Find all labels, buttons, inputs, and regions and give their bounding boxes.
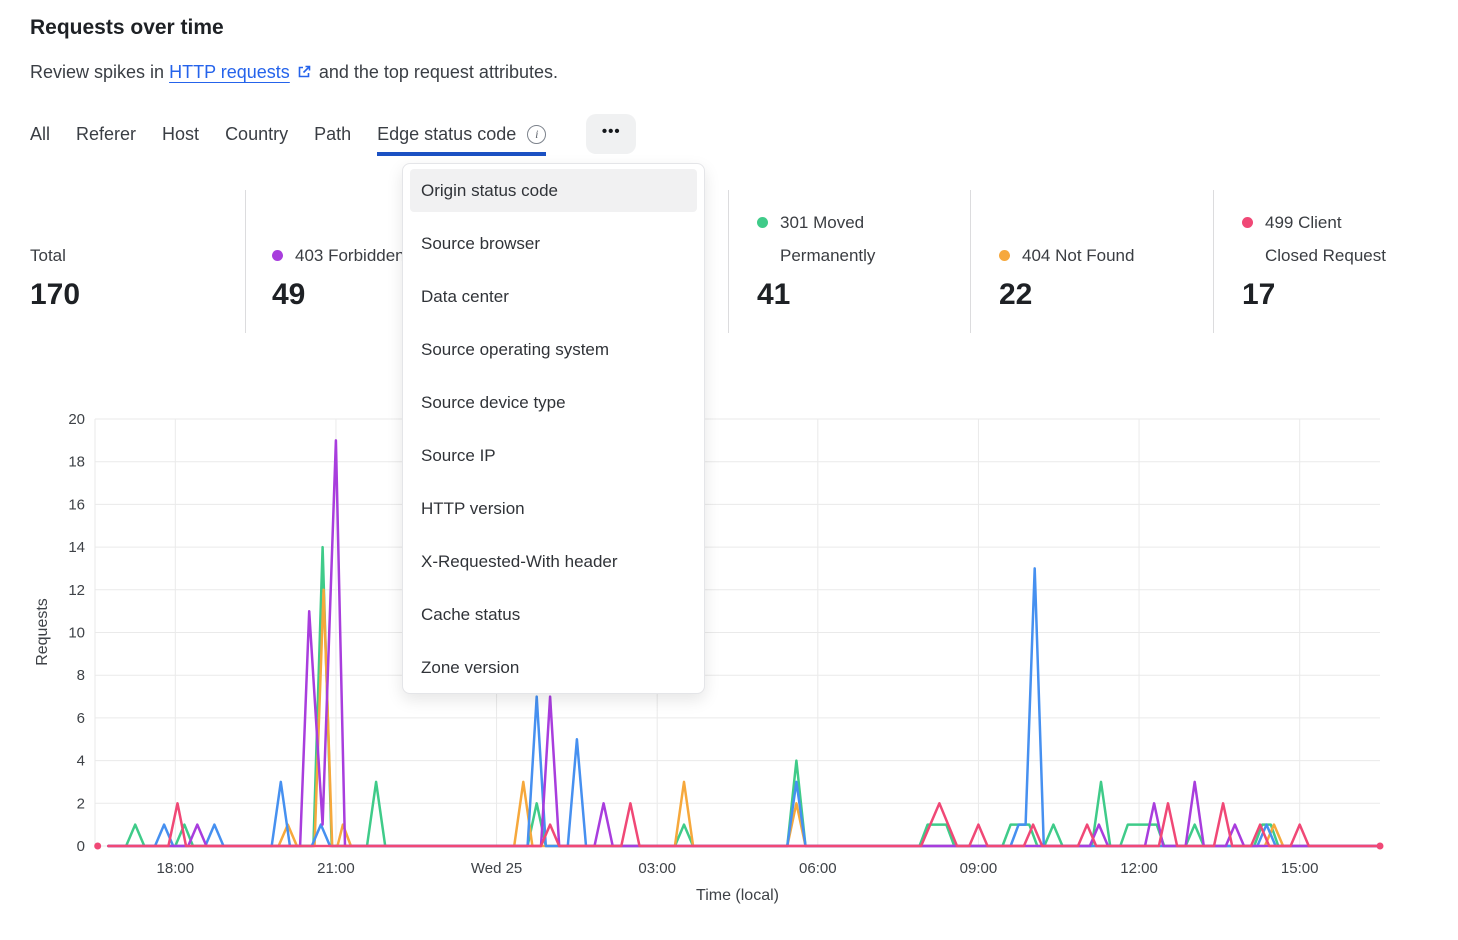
y-tick-label: 20 <box>68 414 85 428</box>
stat-divider <box>1213 190 1214 333</box>
tab-referer[interactable]: Referer <box>76 112 136 156</box>
tab-label: Country <box>225 123 289 144</box>
y-tick-label: 14 <box>68 539 85 556</box>
x-tick-label: 15:00 <box>1281 860 1319 877</box>
menu-item-zone-version[interactable]: Zone version <box>421 658 520 678</box>
tab-label: Referer <box>76 123 137 144</box>
tab-label: Edge status code <box>377 123 517 144</box>
stat-404-not-found: 404 Not Found 22 <box>999 239 1134 313</box>
tab-path[interactable]: Path <box>314 112 351 156</box>
requests-line-chart: 0 2 4 6 8 10 12 14 16 18 20 18:00 21:00 Wed 25 03:00 06… <box>68 414 1384 904</box>
y-axis-label: Requests <box>34 598 51 666</box>
stat-divider <box>970 190 971 333</box>
x-tick-label: 09:00 <box>960 860 998 877</box>
series-499-client-closed-request <box>107 802 1377 848</box>
ellipsis-icon: ••• <box>601 122 621 140</box>
x-axis-label: Time (local) <box>696 887 779 904</box>
stat-403-forbidden: 403 Forbidden 49 <box>272 239 405 313</box>
x-tick-label: Wed 25 <box>471 860 522 877</box>
stat-301-moved-permanently: 301 Moved Permanently 41 <box>757 206 875 313</box>
page-title: Requests over time <box>30 16 224 39</box>
y-tick-label: 6 <box>77 710 85 727</box>
x-tick-label: 12:00 <box>1120 860 1158 877</box>
tab-label: Host <box>162 123 200 144</box>
stat-total-label: Total <box>30 246 66 265</box>
tab-host[interactable]: Host <box>162 112 199 156</box>
menu-item-http-version[interactable]: HTTP version <box>421 499 525 519</box>
y-tick-label: 2 <box>77 795 85 812</box>
x-tick-label: 18:00 <box>157 860 195 877</box>
stat-value: 41 <box>757 278 791 311</box>
menu-item-source-operating-system[interactable]: Source operating system <box>421 339 610 359</box>
stat-label: 404 Not Found <box>1022 246 1135 265</box>
tab-edge-status-code[interactable]: Edge status code i <box>377 112 547 156</box>
x-tick-label: 06:00 <box>799 860 837 877</box>
series-color-dot <box>272 250 283 261</box>
x-tick-label: 21:00 <box>317 860 355 877</box>
attribute-dropdown-menu: Origin status code Source browser Data cen… <box>402 163 705 694</box>
stat-value: 49 <box>272 278 306 311</box>
menu-item-cache-status[interactable]: Cache status <box>421 605 521 625</box>
y-tick-label: 0 <box>77 838 85 855</box>
y-tick-label: 10 <box>68 625 85 642</box>
stat-total: Total 170 <box>30 239 80 313</box>
subtitle: Review spikes in HTTP requests and the t… <box>30 62 558 85</box>
x-tick-label: 03:00 <box>638 860 676 877</box>
tab-country[interactable]: Country <box>225 112 288 156</box>
series-endpoint-dot <box>94 842 102 850</box>
stat-label: 499 Client Closed Request <box>1265 213 1386 265</box>
stat-divider <box>245 190 246 333</box>
series-color-dot <box>1242 217 1253 228</box>
tab-all[interactable]: All <box>30 112 50 156</box>
stat-divider <box>728 190 729 333</box>
series-endpoint-dot <box>1376 842 1384 850</box>
series-301-moved-permanently <box>107 545 1379 848</box>
menu-item-data-center[interactable]: Data center <box>421 286 509 306</box>
menu-item-x-requested-with-header[interactable]: X-Requested-With header <box>421 552 618 572</box>
menu-item-source-browser[interactable]: Source browser <box>421 233 541 253</box>
menu-item-origin-status-code[interactable]: Origin status code <box>410 169 697 212</box>
stat-499-client-closed-request: 499 Client Closed Request 17 <box>1242 206 1386 313</box>
stat-value: 17 <box>1242 278 1276 311</box>
y-tick-label: 12 <box>68 582 85 599</box>
series-color-dot <box>999 250 1010 261</box>
series-blue-series <box>107 567 1379 848</box>
subtitle-suffix: and the top request attributes. <box>318 62 558 82</box>
stat-label: 403 Forbidden <box>295 246 405 265</box>
http-requests-link[interactable]: HTTP requests <box>169 62 290 82</box>
series-color-dot <box>757 217 768 228</box>
menu-item-source-device-type[interactable]: Source device type <box>421 392 566 412</box>
info-icon[interactable]: i <box>527 124 547 144</box>
menu-item-source-ip[interactable]: Source IP <box>421 445 496 465</box>
y-tick-label: 4 <box>77 753 85 770</box>
stat-value: 22 <box>999 278 1033 311</box>
series-403-forbidden <box>107 439 1379 848</box>
y-tick-label: 16 <box>68 496 85 513</box>
tab-label: All <box>30 123 51 144</box>
y-tick-label: 18 <box>68 454 85 471</box>
stats-row: Total 170 403 Forbidden 49 301 Moved Perman… <box>0 190 1458 335</box>
stat-total-value: 170 <box>30 278 81 311</box>
subtitle-prefix: Review spikes in <box>30 62 165 82</box>
external-link-icon <box>296 64 312 85</box>
y-tick-label: 8 <box>77 667 85 684</box>
tab-label: Path <box>314 123 352 144</box>
stat-label: 301 Moved Permanently <box>780 213 876 265</box>
more-options-button[interactable]: ••• <box>586 114 637 154</box>
attribute-tabs: All Referer Host Country Path Edge status cod… <box>30 112 637 156</box>
